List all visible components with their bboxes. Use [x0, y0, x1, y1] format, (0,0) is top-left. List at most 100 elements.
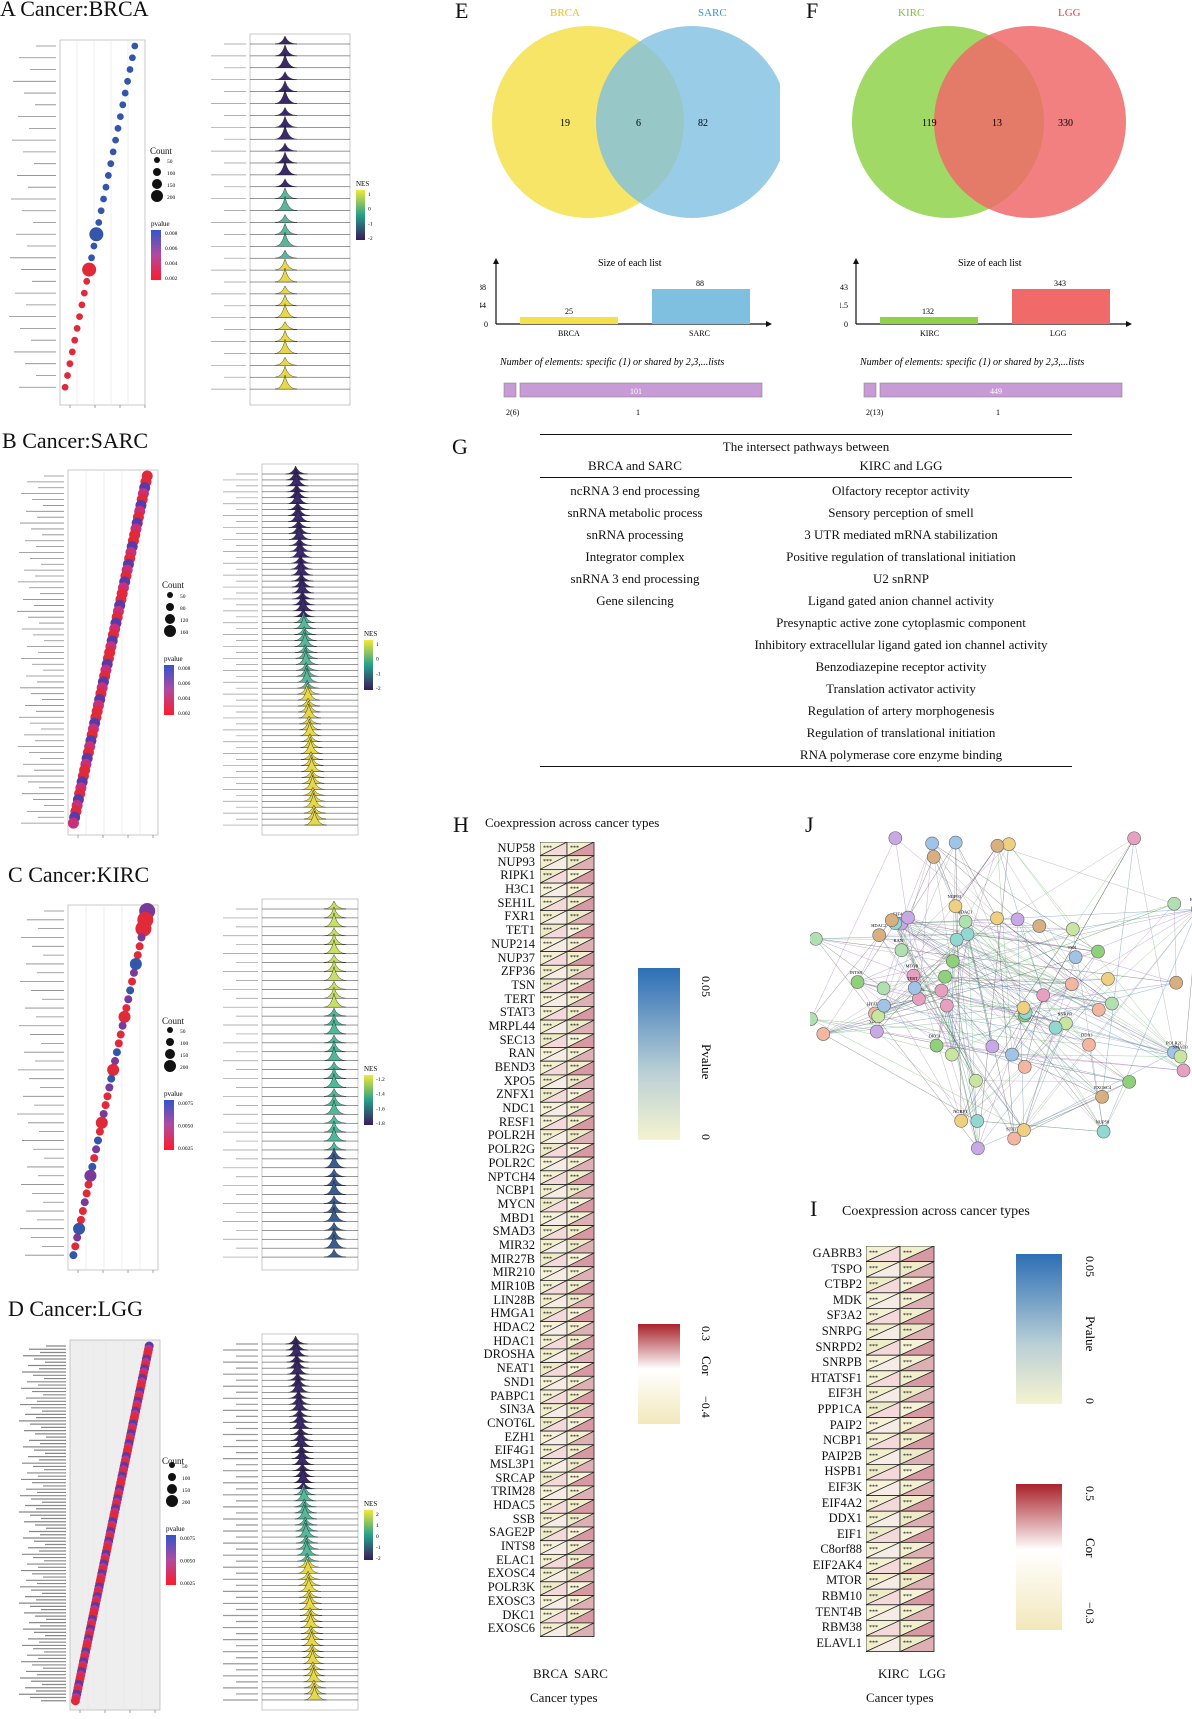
network-node	[1091, 944, 1105, 959]
network-node	[945, 1047, 959, 1062]
gene-label: SF3A2	[826, 1308, 862, 1323]
network-node	[938, 969, 952, 984]
table-cell-col2: Olfactory receptor activity	[832, 483, 970, 498]
heatmap-cell: ***	[866, 1276, 901, 1294]
svg-text:***: ***	[543, 1339, 552, 1345]
pvalue-tick: 0.0075	[178, 1101, 193, 1107]
table-cell-col2: RNA polymerase core enzyme binding	[799, 747, 1003, 762]
heatmap-cell: ***	[540, 1348, 568, 1363]
venn-e-bar-b-val: 88	[696, 279, 704, 288]
heatmap-cell: ***	[566, 1567, 595, 1583]
gene-label: DDX1	[828, 1511, 862, 1526]
network-node	[970, 1114, 985, 1128]
svg-text:***: ***	[903, 1516, 912, 1522]
heatmap-cell: ***	[566, 1238, 595, 1254]
svg-text:***: ***	[543, 1394, 552, 1400]
venn-e-label-a: BRCA	[550, 7, 580, 19]
network-node-label: NCBP1	[953, 1109, 967, 1114]
table-cell-col1: snRNA processing	[586, 527, 684, 542]
heatmap-cell: ***	[540, 855, 568, 870]
panel-d-title: D Cancer:LGG	[8, 1296, 144, 1321]
svg-text:***: ***	[543, 955, 552, 961]
svg-text:***: ***	[570, 1517, 579, 1523]
table-body: ncRNA 3 end processing Olfactory receptor…	[540, 478, 1072, 767]
network-node-label: HDAC2	[871, 923, 886, 928]
svg-text:***: ***	[570, 1257, 579, 1263]
table-cell-col2: Sensory perception of smell	[828, 505, 974, 520]
svg-text:***: ***	[903, 1297, 912, 1303]
gene-label: ZFP36	[500, 964, 535, 979]
svg-text:***: ***	[570, 1626, 579, 1632]
heatmap-cell: ***	[566, 1485, 595, 1501]
heatmap-cell: ***	[540, 1567, 568, 1583]
heatmap-cell: ***	[540, 978, 568, 994]
table-cell-col2: Ligand gated anion channel activity	[807, 593, 995, 608]
pathway-table: The intersect pathways between BRCA and …	[540, 434, 1072, 767]
pvalue-tick: 0.0050	[178, 1124, 193, 1130]
svg-text:***: ***	[903, 1251, 912, 1257]
svg-text:***: ***	[543, 1202, 552, 1208]
network-node	[1064, 977, 1079, 991]
venn-e-bar-a-val: 25	[565, 307, 573, 316]
table-cell-col1	[540, 634, 730, 656]
svg-text:***: ***	[570, 1476, 579, 1482]
network-node	[926, 850, 941, 864]
panel-c-plots: NES -1.2 -1.4 -1.6 -1.8 50 100 150 200 pvalue 0.00…	[17, 898, 385, 1273]
cor-colorbar	[638, 1324, 680, 1424]
heatmap-cell: ***	[540, 1225, 568, 1240]
heatmap-cell: ***	[540, 1375, 568, 1391]
heatmap-cell: ***	[566, 1005, 595, 1021]
heatmap-cell: ***	[899, 1463, 935, 1481]
network-node	[948, 835, 963, 850]
gene-label: NPTCH4	[487, 1169, 535, 1184]
heatmap-cell: ***	[899, 1635, 935, 1653]
svg-text:***: ***	[903, 1609, 912, 1615]
panel-f-label: F	[806, 0, 819, 23]
heatmap-cell: ***	[899, 1541, 935, 1559]
svg-text:***: ***	[570, 1462, 579, 1468]
heatmap-cell: ***	[866, 1370, 901, 1387]
svg-text:***: ***	[903, 1594, 912, 1600]
venn-e-label-b: SARC	[698, 7, 727, 19]
count-tick: 200	[180, 1065, 189, 1071]
gene-label: TRIM28	[491, 1484, 535, 1499]
table-cell-col1: snRNA 3 end processing	[570, 571, 700, 586]
venn-f-only-a: 119	[922, 118, 937, 129]
network-node	[990, 838, 1005, 853]
heatmap-cell: ***	[540, 1129, 568, 1144]
network-node-label: SNRPB	[1058, 1011, 1072, 1016]
heatmap-cell: ***	[566, 1348, 595, 1363]
network-node	[1017, 1123, 1031, 1137]
heatmap-cell: ***	[866, 1510, 901, 1528]
gene-label: SAGE2P	[489, 1525, 535, 1540]
heatmap-cell: ***	[899, 1292, 935, 1309]
svg-text:***: ***	[869, 1500, 878, 1506]
gene-label: MIR210	[492, 1265, 535, 1280]
venn-f-bar-a-val: 132	[922, 307, 934, 316]
count-legend-title: Count	[150, 146, 173, 156]
gene-label: CNOT6L	[487, 1415, 535, 1430]
svg-text:***: ***	[543, 1161, 552, 1167]
table-row: Regulation of artery morphogenesis	[540, 700, 1072, 722]
heatmap-cell: ***	[566, 1307, 595, 1322]
svg-text:***: ***	[570, 1599, 579, 1605]
heatmap-cell: ***	[866, 1635, 901, 1653]
svg-text:***: ***	[903, 1266, 912, 1272]
pvalue-tick: 0.006	[178, 681, 191, 687]
gene-label: SNRPG	[821, 1323, 862, 1338]
network-node	[901, 910, 915, 925]
gene-label: NUP37	[497, 950, 535, 965]
heatmap-cell: ***	[540, 951, 568, 966]
network-node-label: INTS8	[850, 970, 863, 975]
gene-label: RESF1	[498, 1114, 535, 1129]
svg-text:***: ***	[543, 996, 552, 1002]
table-cell-col2: U2 snRNP	[873, 571, 929, 586]
heatmap-cell: ***	[866, 1463, 901, 1481]
heatmap-h-grid: *** *** *** *** *** *** *** *** *** *** *** *** *** *…	[540, 842, 595, 1638]
network-node	[925, 836, 939, 851]
venn-e-bar-title: Size of each list	[598, 258, 662, 269]
svg-text:***: ***	[570, 1558, 579, 1564]
svg-text:***: ***	[570, 1448, 579, 1454]
network-node-label: TSN	[1068, 945, 1077, 950]
table-col2-header: KIRC and LGG	[859, 458, 943, 473]
